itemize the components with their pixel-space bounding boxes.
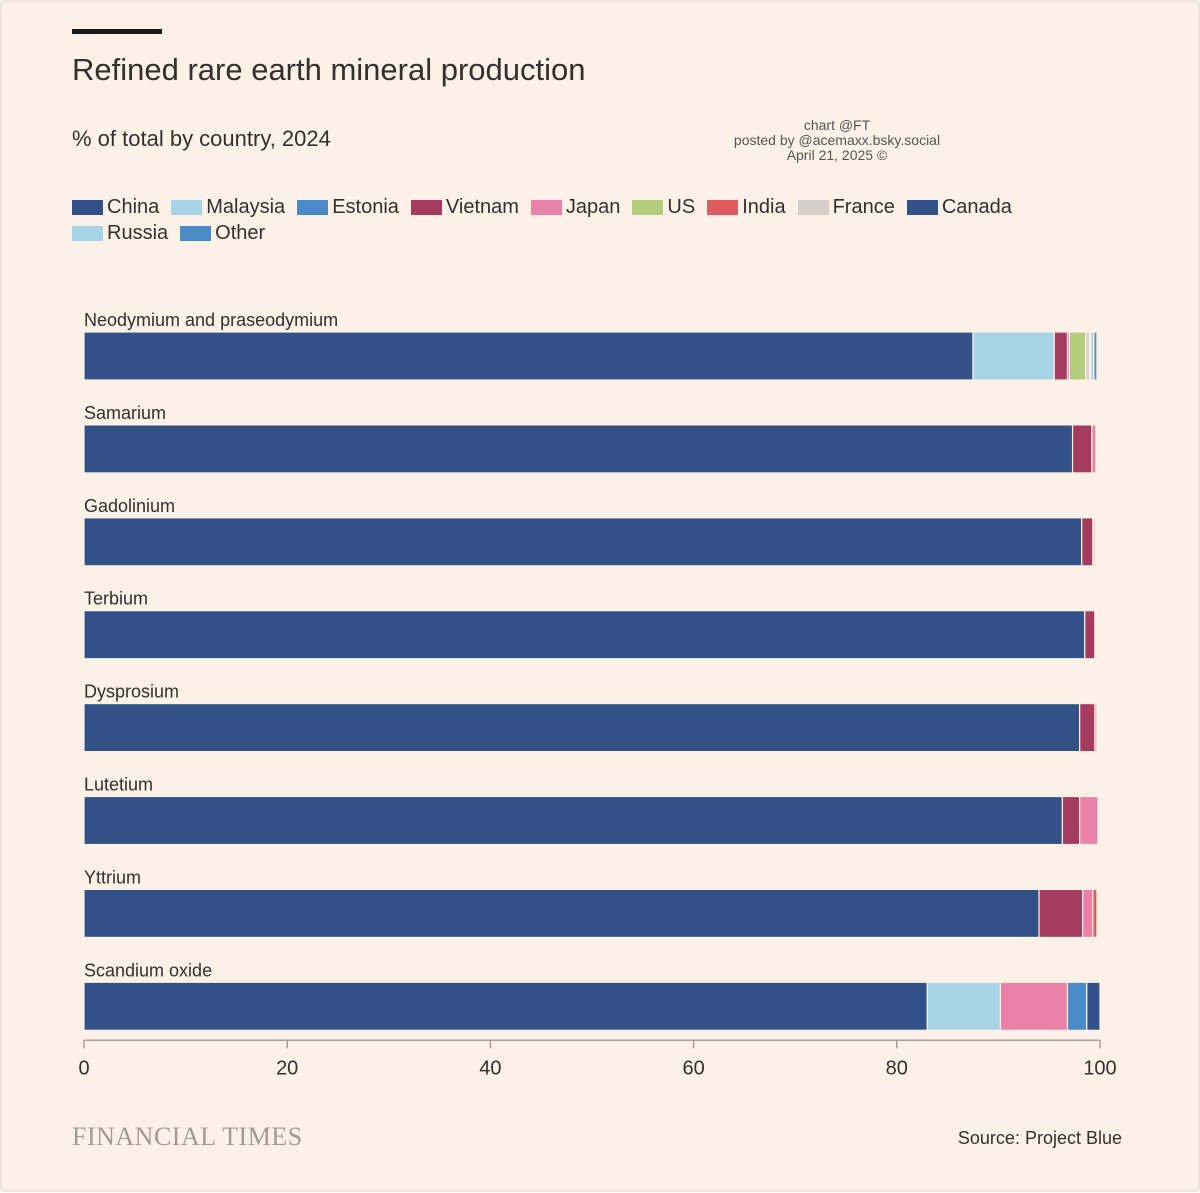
category-label: Scandium oxide: [84, 960, 212, 980]
legend-swatch: [632, 199, 664, 215]
bar-segment: [1038, 888, 1084, 939]
legend-item-estonia: Estonia: [297, 195, 399, 218]
legend-label: US: [667, 195, 696, 218]
category-label: Lutetium: [84, 775, 153, 795]
chart-title: Refined rare earth mineral production: [72, 52, 586, 87]
bar-segment: [1081, 517, 1094, 567]
legend-item-malaysia: Malaysia: [171, 195, 286, 218]
bar-segment: [1079, 703, 1096, 753]
legend-label: Vietnam: [445, 195, 519, 218]
legend-label: Japan: [565, 195, 621, 218]
credit-block: chart @FT posted by @acemaxx.bsky.social…: [702, 118, 972, 163]
x-tick-label: 0: [78, 1057, 89, 1079]
bar-segment: [1085, 331, 1091, 381]
bar-segment: [1082, 888, 1094, 939]
category-label: Samarium: [84, 403, 166, 423]
bar-segment: [1084, 610, 1096, 660]
credit-line: April 21, 2025 ©: [786, 147, 888, 163]
legend-item-china: China: [72, 195, 160, 218]
bar-segment: [83, 610, 1086, 660]
bar-segment: [926, 981, 1002, 1031]
legend-label: Estonia: [332, 195, 399, 218]
legend-item-india: India: [707, 195, 786, 218]
bar-segment: [83, 795, 1064, 846]
bar-segment: [1068, 331, 1087, 381]
bar-segment: [1095, 517, 1098, 567]
bar-segment: [1061, 795, 1081, 846]
bar-segment: [83, 981, 928, 1031]
bar-segment: [83, 888, 1040, 939]
bar-segment: [83, 517, 1083, 567]
bar-segment: [83, 703, 1081, 753]
legend-item-russia: Russia: [72, 221, 169, 244]
bar-segment: [1091, 424, 1097, 474]
top-accent-bar: [72, 29, 162, 34]
x-tick-label: 20: [276, 1057, 298, 1079]
source-note: Source: Project Blue: [957, 1128, 1122, 1148]
legend-swatch: [72, 199, 103, 215]
legend-label: Canada: [941, 195, 1012, 218]
category-label: Gadolinium: [84, 496, 175, 516]
bar-segment: [1079, 795, 1099, 846]
bar-segment: [1066, 981, 1088, 1031]
bar-segment: [999, 981, 1069, 1031]
bar-segment: [1096, 703, 1099, 753]
legend-item-japan: Japan: [530, 195, 621, 218]
bar-segment: [83, 331, 974, 381]
credit-line: posted by @acemaxx.bsky.social: [733, 132, 941, 148]
legend-item-other: Other: [180, 221, 266, 244]
bar-segment: [1053, 331, 1069, 381]
legend-item-us: US: [632, 195, 696, 218]
stacked-bar-chart: Neodymium and praseodymium Samarium Gadoli…: [78, 310, 1116, 1079]
bar-segment: [83, 424, 1074, 474]
legend-item-canada: Canada: [906, 195, 1012, 218]
category-label: Dysprosium: [84, 682, 179, 702]
legend-swatch: [171, 199, 203, 215]
legend-label: Malaysia: [206, 195, 286, 218]
bar-segment: [1092, 888, 1098, 939]
legend-swatch: [707, 199, 739, 215]
legend-swatch: [410, 199, 442, 215]
x-tick-label: 100: [1083, 1057, 1116, 1079]
legend-swatch: [530, 199, 562, 215]
legend-item-vietnam: Vietnam: [410, 195, 519, 218]
bar-segment: [972, 331, 1055, 381]
x-tick-label: 40: [479, 1057, 501, 1079]
bar-segment: [1093, 331, 1098, 381]
legend-swatch: [797, 199, 829, 215]
legend-swatch: [906, 199, 938, 215]
category-label: Neodymium and praseodymium: [84, 310, 338, 330]
x-tick-label: 60: [682, 1057, 704, 1079]
legend: China Malaysia Estonia Vietnam Japan US India F…: [72, 195, 1072, 244]
legend-label: India: [742, 195, 786, 218]
legend-label: Russia: [107, 221, 169, 244]
legend-label: China: [107, 195, 160, 218]
legend-item-france: France: [797, 195, 895, 218]
category-label: Yttrium: [84, 867, 141, 887]
legend-swatch: [297, 199, 329, 215]
x-tick-label: 80: [886, 1057, 908, 1079]
credit-line: chart @FT: [803, 117, 871, 133]
legend-label: France: [832, 195, 895, 218]
category-label: Terbium: [84, 589, 148, 609]
legend-swatch: [72, 225, 103, 241]
bar-segment: [1094, 610, 1097, 660]
brand-logo-text: FINANCIAL TIMES: [72, 1122, 303, 1151]
bar-segment: [1086, 981, 1101, 1031]
legend-swatch: [180, 225, 212, 241]
chart-subtitle: % of total by country, 2024: [72, 126, 331, 151]
legend-label: Other: [215, 221, 266, 244]
bar-segment: [1071, 424, 1093, 474]
